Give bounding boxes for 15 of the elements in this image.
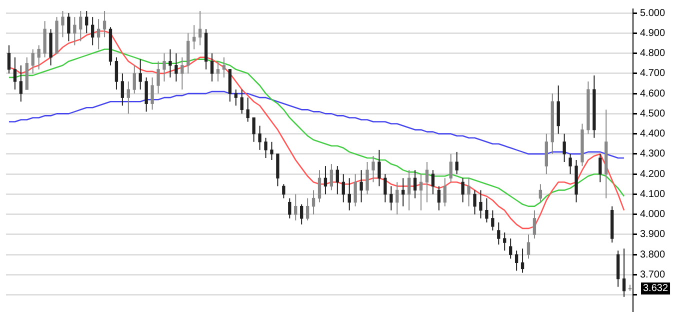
y-tick-label: 4.200 (640, 168, 666, 180)
y-tick-label: 3.700 (640, 270, 666, 281)
y-tick-label: 3.800 (640, 249, 666, 260)
y-tick-label: 4.800 (640, 48, 666, 60)
y-tick-label: 4.500 (640, 108, 666, 120)
y-tick-label: 4.900 (640, 28, 666, 39)
y-tick-label: 5.000 (640, 8, 666, 19)
text: 3.632 (643, 283, 668, 294)
y-tick-label: 4.600 (640, 88, 666, 100)
y-tick-label: 4.700 (640, 68, 666, 80)
y-tick-label: 4.400 (640, 128, 666, 140)
y-tick-label: 4.300 (640, 148, 666, 160)
y-tick-label: 3.900 (640, 229, 666, 240)
y-tick-label: 4.000 (640, 209, 666, 220)
y-tick-label: 4.100 (640, 188, 666, 200)
